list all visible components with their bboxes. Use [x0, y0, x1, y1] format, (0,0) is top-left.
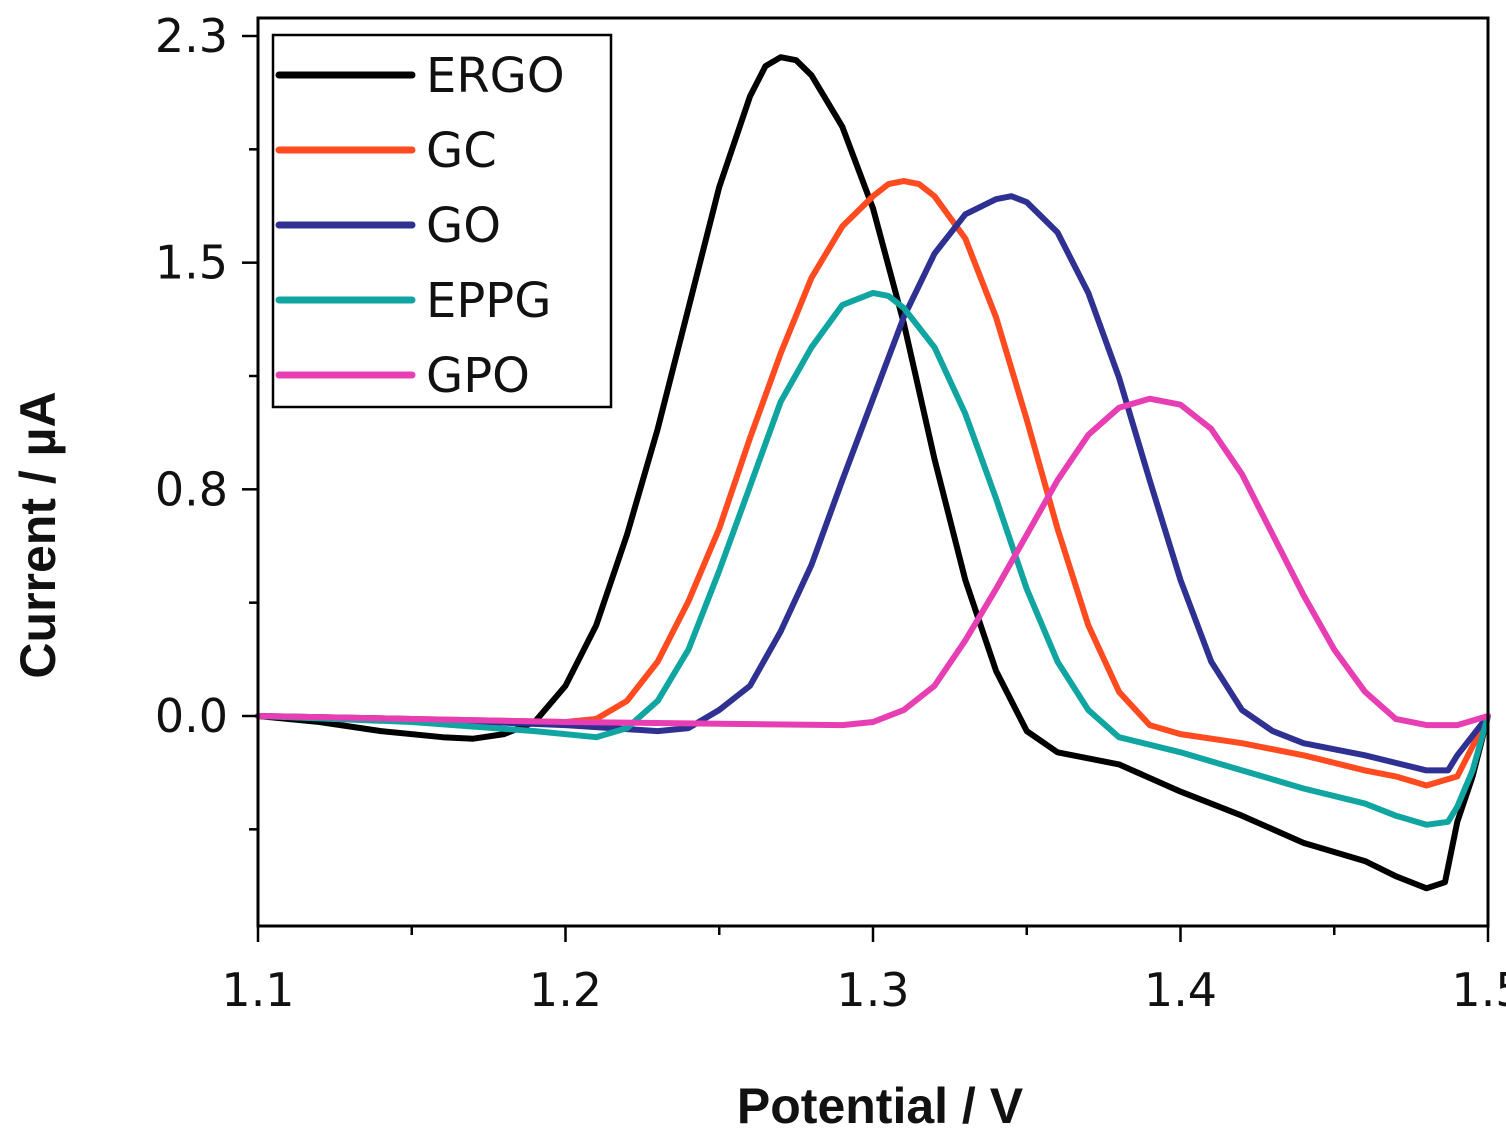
- legend-label-ergo: ERGO: [426, 48, 565, 104]
- x-axis-title: Potential / V: [737, 1078, 1024, 1134]
- x-tick-label: 1.1: [221, 963, 294, 1017]
- series-line-gpo: [255, 395, 1491, 729]
- series-line-gc: [255, 178, 1491, 789]
- x-tick-label: 1.5: [1451, 963, 1506, 1017]
- legend: ERGO GC GO EPPG GPO: [271, 33, 613, 409]
- series-layer: [255, 54, 1491, 892]
- y-tick-label: 2.3: [155, 9, 228, 63]
- legend-label-gpo: GPO: [426, 348, 530, 404]
- x-tick-label: 1.4: [1144, 963, 1217, 1017]
- ticks-layer: 1.1 1.2 1.3 1.4 1.5 0.0 0.8 1.5 2.3: [155, 9, 1506, 1017]
- legend-label-go: GO: [426, 198, 501, 254]
- y-tick-label: 1.5: [155, 236, 228, 290]
- y-tick-label: 0.0: [155, 689, 228, 743]
- legend-label-eppg: EPPG: [426, 273, 551, 329]
- y-tick-label: 0.8: [155, 462, 228, 516]
- series-line-eppg: [255, 289, 1491, 828]
- x-tick-label: 1.2: [529, 963, 602, 1017]
- y-axis-title: Current / µA: [10, 391, 66, 678]
- legend-label-gc: GC: [426, 123, 497, 179]
- series-line-go: [255, 193, 1491, 774]
- x-tick-label: 1.3: [836, 963, 909, 1017]
- legend-box: [271, 33, 613, 409]
